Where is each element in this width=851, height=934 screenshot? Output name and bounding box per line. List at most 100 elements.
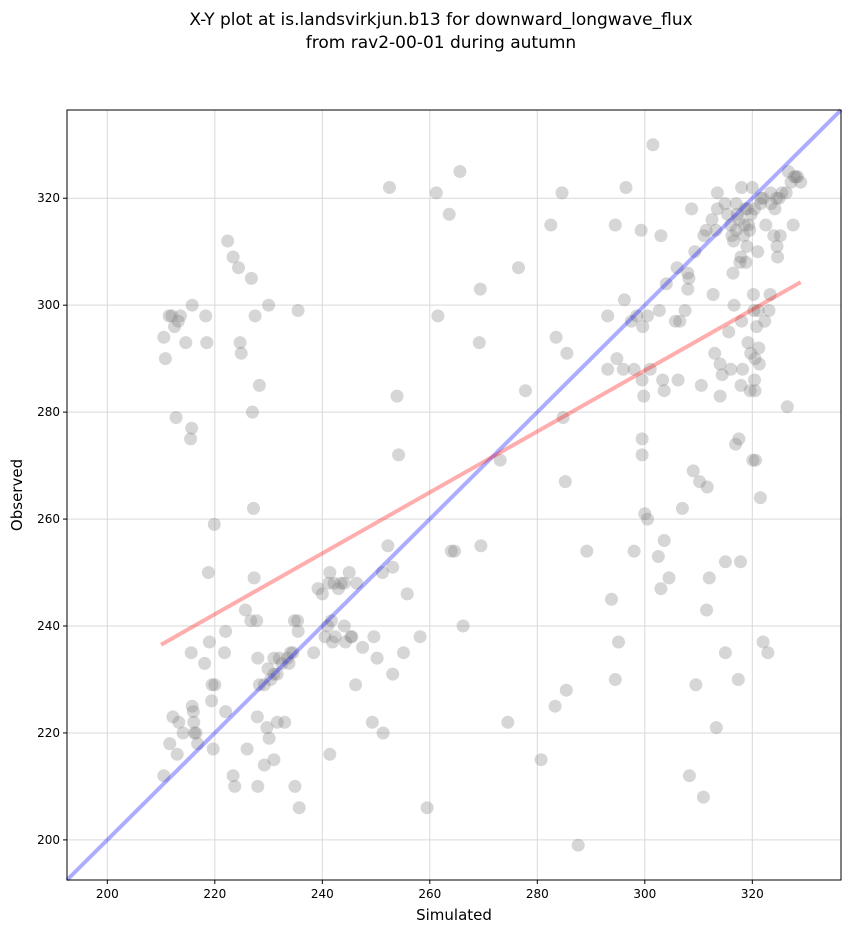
data-point xyxy=(286,646,300,660)
data-point xyxy=(328,630,342,644)
data-point xyxy=(472,336,486,350)
data-point xyxy=(267,667,281,681)
data-point xyxy=(324,614,338,628)
data-point xyxy=(693,475,707,489)
data-point xyxy=(748,373,761,387)
grid xyxy=(67,110,841,880)
data-point xyxy=(771,250,785,264)
data-point xyxy=(733,255,747,269)
data-point xyxy=(184,646,198,660)
data-point xyxy=(734,555,747,569)
data-point xyxy=(170,747,184,761)
data-point xyxy=(291,304,305,317)
data-point xyxy=(251,651,265,665)
data-point xyxy=(186,705,200,719)
data-point xyxy=(218,646,231,660)
data-point xyxy=(400,587,414,601)
data-point xyxy=(493,453,507,467)
data-point xyxy=(278,715,292,729)
data-point xyxy=(601,309,615,323)
data-point xyxy=(781,165,795,178)
data-point xyxy=(327,576,341,590)
data-point xyxy=(724,362,738,376)
data-point xyxy=(641,512,654,526)
data-point xyxy=(741,202,754,216)
data-point xyxy=(206,742,220,756)
data-point xyxy=(656,373,670,387)
data-point xyxy=(758,314,772,328)
data-point xyxy=(682,271,696,285)
data-point xyxy=(202,635,216,649)
data-point xyxy=(292,801,306,815)
data-point xyxy=(199,309,213,323)
data-point xyxy=(367,630,381,644)
data-point xyxy=(739,255,753,269)
data-point xyxy=(668,314,682,328)
data-point xyxy=(282,656,296,670)
data-point xyxy=(794,175,808,189)
data-point xyxy=(365,715,379,729)
data-point xyxy=(326,635,339,649)
data-point xyxy=(247,501,260,515)
data-point xyxy=(751,304,765,317)
chart-title: X-Y plot at is.landsvirkjun.b13 for down… xyxy=(189,10,692,30)
chart-subtitle: from rav2-00-01 during autumn xyxy=(306,33,576,53)
data-point xyxy=(727,298,741,312)
data-point xyxy=(429,186,443,200)
data-point xyxy=(184,432,198,446)
data-point xyxy=(176,726,190,740)
data-point xyxy=(350,576,364,590)
data-point xyxy=(750,320,764,334)
data-point xyxy=(219,705,233,719)
data-point xyxy=(250,710,264,724)
data-point xyxy=(386,667,400,681)
data-point xyxy=(627,544,641,558)
data-point xyxy=(345,630,359,644)
data-point xyxy=(749,453,762,467)
data-point xyxy=(580,544,594,558)
data-point xyxy=(338,635,352,649)
data-point xyxy=(671,373,685,387)
data-point xyxy=(779,186,793,200)
data-point xyxy=(756,191,770,205)
data-point xyxy=(641,309,654,323)
x-tick-label: 240 xyxy=(311,887,334,901)
data-point xyxy=(315,587,329,601)
data-point xyxy=(612,635,625,649)
data-point xyxy=(392,448,406,462)
data-point xyxy=(770,239,784,253)
data-point xyxy=(240,742,254,756)
data-point xyxy=(413,630,427,644)
data-point xyxy=(534,753,548,767)
data-point xyxy=(169,411,183,424)
data-point xyxy=(738,202,752,216)
data-point xyxy=(730,207,744,221)
data-point xyxy=(630,309,644,323)
data-point xyxy=(257,678,271,692)
data-point xyxy=(334,576,348,590)
data-point xyxy=(608,218,622,232)
data-point xyxy=(715,368,729,382)
data-point xyxy=(762,304,776,317)
data-point xyxy=(397,646,410,660)
data-point xyxy=(637,389,651,403)
data-point xyxy=(662,571,676,585)
data-point xyxy=(342,566,356,579)
data-point xyxy=(634,223,648,237)
data-point xyxy=(646,138,660,152)
data-point xyxy=(448,544,461,558)
data-point xyxy=(737,218,751,232)
data-point xyxy=(654,582,668,596)
data-point xyxy=(287,614,301,628)
data-point xyxy=(732,213,746,227)
y-tick-label: 300 xyxy=(37,298,60,312)
data-point xyxy=(172,715,186,729)
data-point xyxy=(772,191,786,205)
data-point xyxy=(171,314,185,328)
data-point xyxy=(617,293,631,307)
data-point xyxy=(251,779,265,793)
data-point xyxy=(291,614,305,628)
data-point xyxy=(747,304,761,317)
data-point xyxy=(442,207,456,221)
data-point xyxy=(307,646,321,660)
